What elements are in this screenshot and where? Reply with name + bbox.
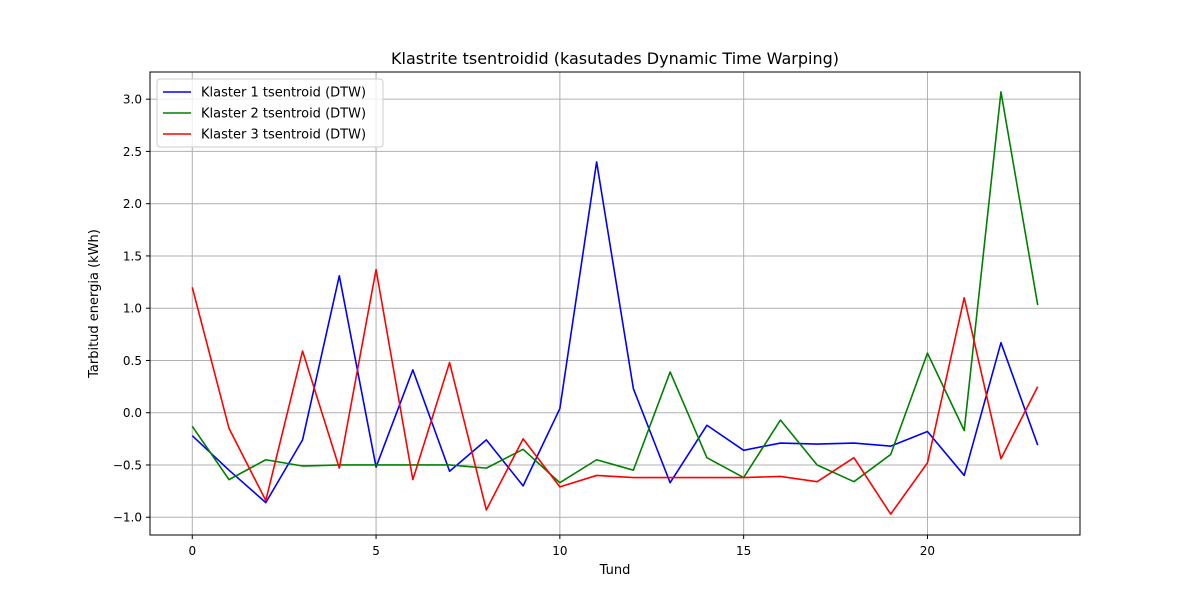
x-axis-label: Tund <box>599 563 631 578</box>
series-layer <box>191 91 1039 515</box>
y-tick-label: 2.5 <box>123 145 142 159</box>
y-tick-label: −1.0 <box>113 511 142 525</box>
tick-layer: 0 5 10 15 20 −1.0 −0.5 0.0 0.5 1.0 1.5 2.0 2.5 3.0 <box>113 93 935 558</box>
series-line-3 <box>191 268 1039 515</box>
y-tick-label: 0.0 <box>123 406 142 420</box>
chart-title: Klastrite tsentroidid (kasutades Dynamic… <box>391 49 839 68</box>
y-axis-label: Tarbitud energia (kWh) <box>87 229 102 379</box>
x-tick-label: 0 <box>188 544 196 558</box>
series-line-1 <box>191 161 1039 504</box>
y-tick-label: 3.0 <box>123 93 142 107</box>
y-tick-label: 1.0 <box>123 302 142 316</box>
legend: Klaster 1 tsentroid (DTW) Klaster 2 tsent… <box>156 78 384 148</box>
y-tick-label: 0.5 <box>123 354 142 368</box>
series-line-2 <box>191 91 1039 484</box>
x-tick-label: 20 <box>920 544 935 558</box>
legend-label-2: Klaster 2 tsentroid (DTW) <box>201 107 366 122</box>
x-tick-label: 15 <box>736 544 751 558</box>
plot-frame <box>149 71 1081 536</box>
y-tick-label: 2.0 <box>123 197 142 211</box>
y-tick-label: −0.5 <box>113 458 142 472</box>
legend-box <box>156 78 384 148</box>
x-tick-label: 5 <box>372 544 380 558</box>
grid-layer <box>150 72 1080 535</box>
legend-label-1: Klaster 1 tsentroid (DTW) <box>201 86 366 101</box>
x-tick-label: 10 <box>552 544 567 558</box>
legend-label-3: Klaster 3 tsentroid (DTW) <box>201 128 366 143</box>
y-tick-label: 1.5 <box>123 249 142 263</box>
